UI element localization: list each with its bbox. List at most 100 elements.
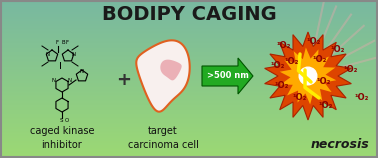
Bar (0, 117, 378, 118)
Bar (0, 131, 378, 132)
Bar (0, 128, 378, 129)
Bar (0, 49, 378, 50)
Text: F: F (55, 40, 58, 45)
Text: S: S (60, 118, 64, 123)
Bar (0, 90, 378, 91)
Bar (0, 46, 378, 47)
Bar (0, 56, 378, 57)
Bar (0, 10, 378, 11)
Text: necrosis: necrosis (311, 137, 369, 151)
Bar (0, 134, 378, 135)
Bar (0, 2, 378, 3)
Bar (0, 52, 378, 53)
Text: ¹O₂: ¹O₂ (293, 94, 307, 103)
Bar (0, 35, 378, 36)
Bar (0, 27, 378, 28)
Bar (0, 25, 378, 26)
Bar (0, 132, 378, 133)
Bar (0, 146, 378, 147)
Bar (0, 82, 378, 83)
Bar (0, 127, 378, 128)
Bar (0, 39, 378, 40)
Bar (0, 53, 378, 54)
Bar (0, 136, 378, 137)
Bar (0, 156, 378, 157)
Bar (0, 114, 378, 115)
Bar (0, 104, 378, 105)
Bar (0, 149, 378, 150)
Bar (0, 153, 378, 154)
Bar (0, 9, 378, 10)
Bar (0, 17, 378, 18)
Bar (0, 64, 378, 65)
Bar (0, 89, 378, 90)
Bar (0, 144, 378, 145)
Bar (0, 97, 378, 98)
Bar (0, 85, 378, 86)
Bar (0, 33, 378, 34)
Bar (0, 36, 378, 37)
Bar (0, 130, 378, 131)
Bar (0, 99, 378, 100)
Bar (0, 26, 378, 27)
Bar (0, 103, 378, 104)
Bar (0, 142, 378, 143)
Text: >500 nm: >500 nm (206, 70, 248, 79)
Text: ¹O₂: ¹O₂ (355, 94, 369, 103)
Bar (0, 76, 378, 77)
Bar (0, 59, 378, 60)
Bar (0, 11, 378, 12)
Bar (0, 122, 378, 123)
Text: BODIPY CAGING: BODIPY CAGING (102, 6, 276, 24)
Text: ¹O₂: ¹O₂ (271, 61, 285, 70)
Bar (0, 15, 378, 16)
Bar (0, 98, 378, 99)
Bar (0, 42, 378, 43)
Text: ¹O₂: ¹O₂ (331, 46, 345, 55)
Bar (0, 45, 378, 46)
Bar (0, 105, 378, 106)
Bar (0, 123, 378, 124)
Bar (0, 129, 378, 130)
Text: ¹O₂: ¹O₂ (344, 66, 358, 75)
Bar (0, 79, 378, 80)
Bar (0, 94, 378, 95)
Bar (0, 48, 378, 49)
Bar (0, 84, 378, 85)
Bar (0, 81, 378, 82)
Bar (0, 24, 378, 25)
Bar (0, 5, 378, 6)
Bar (0, 0, 378, 1)
Bar (0, 110, 378, 111)
Bar (0, 47, 378, 48)
Bar (0, 32, 378, 33)
Bar (0, 67, 378, 68)
Bar (0, 109, 378, 110)
Bar (0, 73, 378, 74)
Bar (0, 12, 378, 13)
Bar (0, 115, 378, 116)
Bar (0, 112, 378, 113)
Bar (0, 31, 378, 32)
Bar (0, 43, 378, 44)
Bar (0, 71, 378, 72)
Text: target
carcinoma cell: target carcinoma cell (127, 126, 198, 150)
Bar (0, 3, 378, 4)
Bar (0, 75, 378, 76)
Bar (0, 92, 378, 93)
Bar (0, 96, 378, 97)
Text: O: O (65, 118, 69, 123)
Bar (0, 28, 378, 29)
Bar (0, 133, 378, 134)
Polygon shape (280, 48, 336, 105)
Bar (0, 148, 378, 149)
Text: ¹O₂: ¹O₂ (285, 58, 299, 67)
Bar (0, 120, 378, 121)
Bar (0, 87, 378, 88)
Bar (0, 143, 378, 144)
Bar (0, 93, 378, 94)
Text: ¹O₂: ¹O₂ (313, 55, 327, 64)
Text: N: N (79, 69, 83, 74)
Bar (0, 119, 378, 120)
Bar (0, 150, 378, 151)
